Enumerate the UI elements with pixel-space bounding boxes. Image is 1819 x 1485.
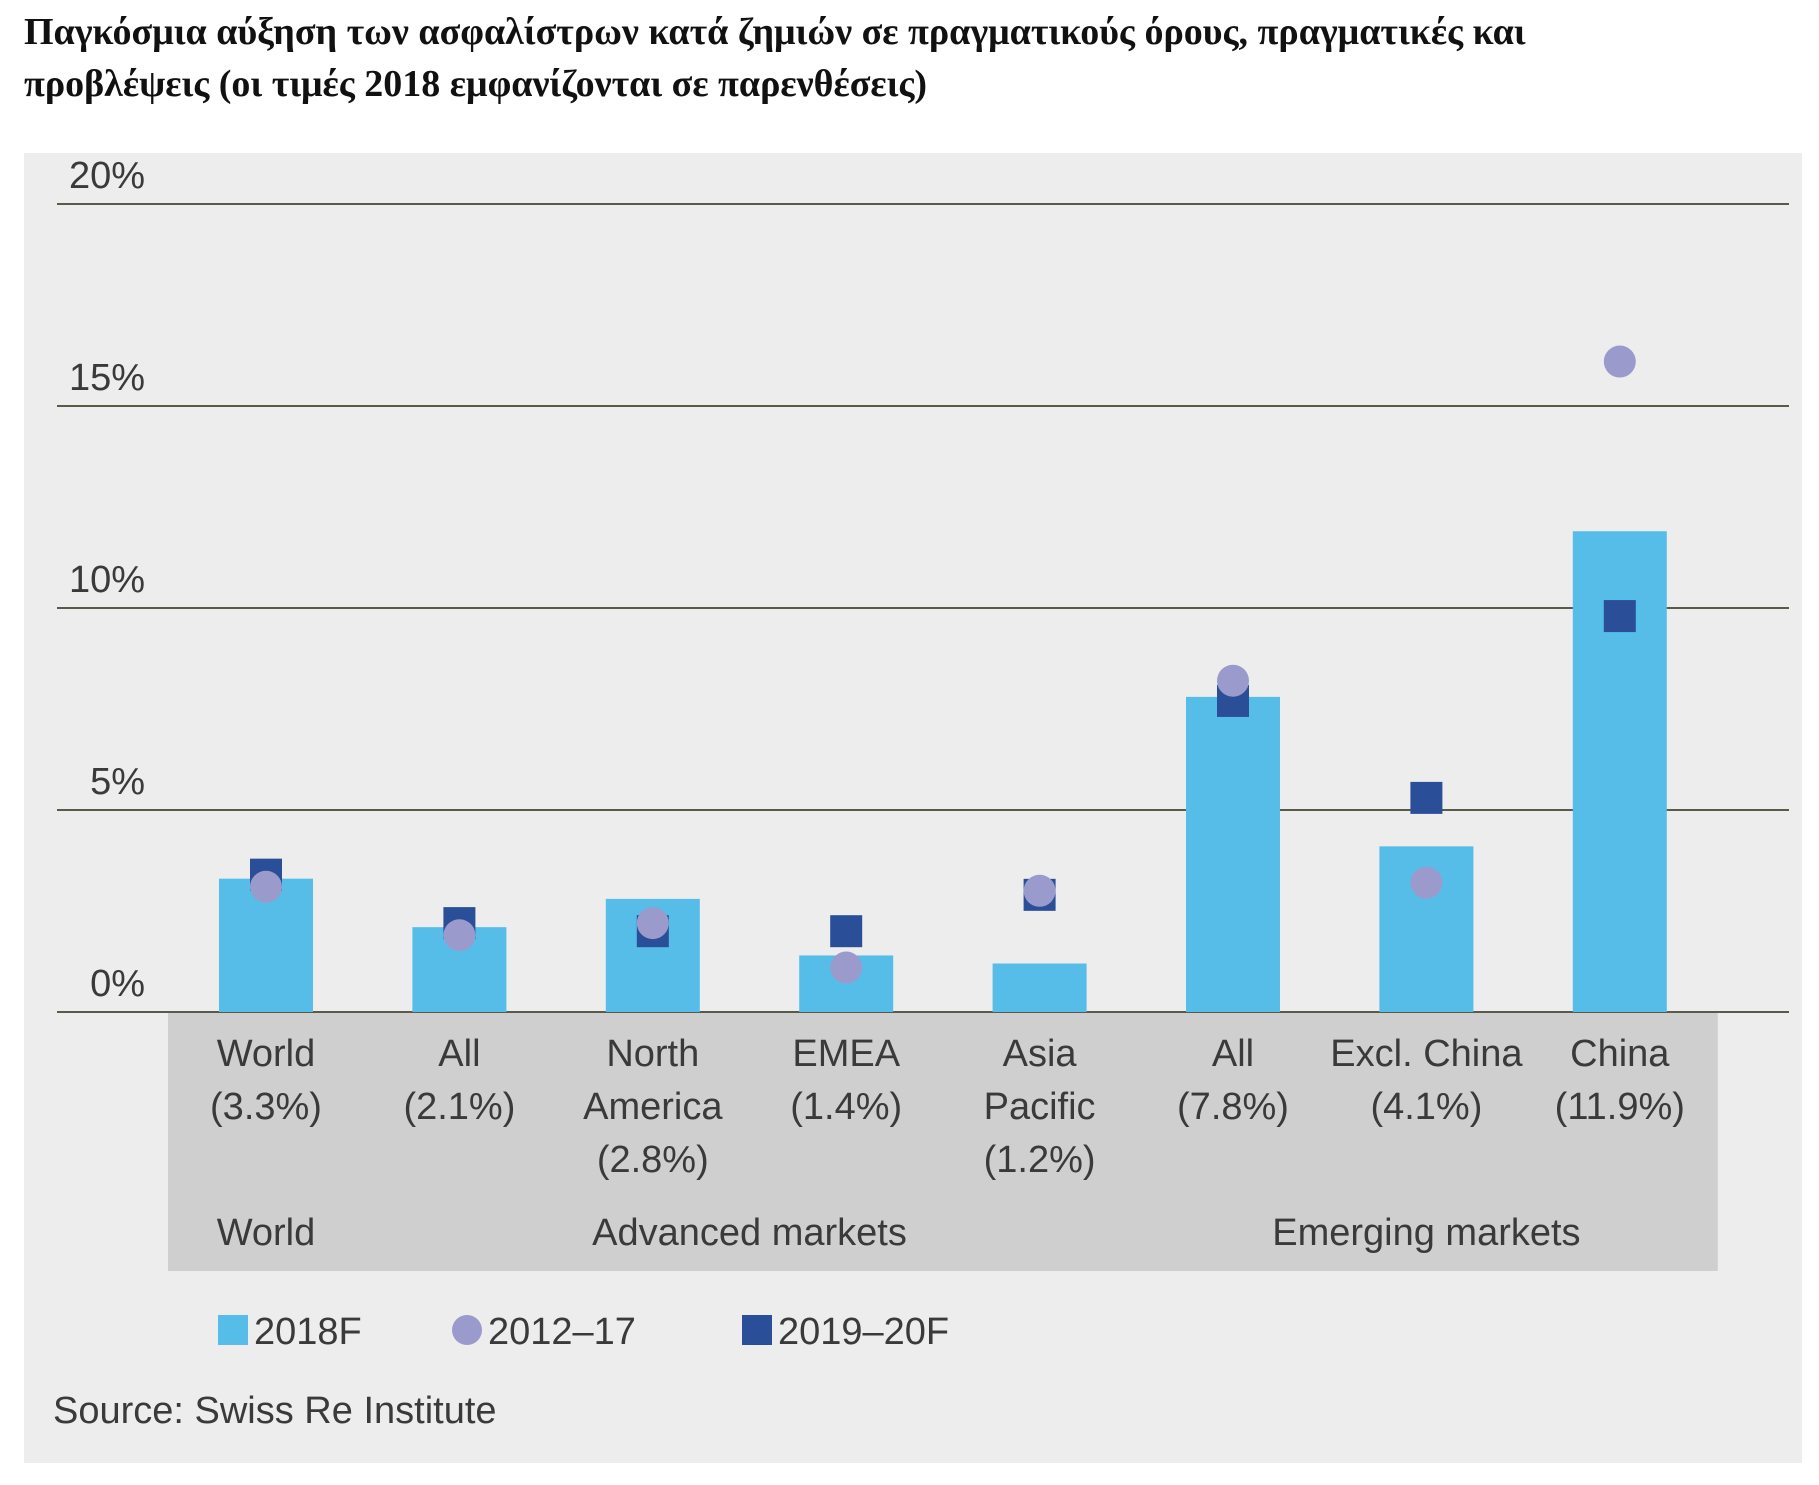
- category-label-0-1: (3.3%): [210, 1086, 322, 1128]
- circle-marker-6: [1410, 866, 1443, 899]
- group-box-2: [1135, 1013, 1718, 1271]
- markers: [250, 345, 1636, 984]
- category-label-4-1: Pacific: [984, 1086, 1096, 1128]
- legend-label-2: 2019–20F: [778, 1311, 949, 1353]
- circle-marker-1: [443, 919, 476, 952]
- category-label-2-0: North: [606, 1033, 699, 1075]
- category-label-1-1: (2.1%): [403, 1086, 515, 1128]
- y-tick-label-2: 10%: [69, 559, 145, 601]
- chart-panel: 0% 5% 10% 15% 20% World Advanced markets Emerg…: [24, 153, 1802, 1463]
- y-tick-label-3: 15%: [69, 357, 145, 399]
- category-label-2-1: America: [583, 1086, 723, 1128]
- circle-marker-5: [1217, 664, 1249, 697]
- bar-4: [992, 963, 1087, 1012]
- bar-5: [1186, 696, 1280, 1012]
- category-label-7-1: (11.9%): [1555, 1086, 1685, 1128]
- square-marker-7: [1603, 600, 1636, 633]
- legend-label-0: 2018F: [254, 1311, 362, 1353]
- category-label-3-1: (1.4%): [790, 1086, 902, 1128]
- group-label-0: World: [217, 1212, 316, 1254]
- legend-label-1: 2012–17: [488, 1311, 636, 1353]
- title-line-1: Παγκόσμια αύξηση των ασφαλίστρων κατά ζη…: [24, 11, 1526, 53]
- square-marker-6: [1410, 781, 1443, 814]
- chart-title: Παγκόσμια αύξηση των ασφαλίστρων κατά ζη…: [24, 6, 1784, 110]
- category-label-4-0: Asia: [1003, 1033, 1078, 1075]
- circle-marker-0: [250, 870, 282, 903]
- group-boxes: [168, 1013, 1718, 1271]
- category-label-6-1: (4.1%): [1370, 1086, 1482, 1128]
- category-label-5-1: (7.8%): [1177, 1086, 1289, 1128]
- category-label-4-2: (1.2%): [984, 1139, 1096, 1181]
- legend-swatch-1: [452, 1315, 482, 1345]
- circle-marker-3: [830, 951, 863, 984]
- bars-2018F: [219, 531, 1667, 1012]
- category-label-1-0: All: [438, 1033, 480, 1075]
- circle-marker-7: [1603, 345, 1636, 378]
- legend-swatch-0: [218, 1315, 248, 1345]
- circle-marker-4: [1023, 874, 1056, 907]
- circle-marker-2: [636, 907, 669, 940]
- category-labels: World Advanced markets Emerging markets Wor…: [210, 1033, 1685, 1254]
- group-label-1: Advanced markets: [592, 1212, 907, 1254]
- legend-swatch-2: [742, 1315, 772, 1345]
- square-marker-3: [830, 915, 863, 948]
- category-label-2-2: (2.8%): [597, 1139, 709, 1181]
- y-tick-label-4: 20%: [69, 155, 145, 197]
- title-line-2: προβλέψεις (οι τιμές 2018 εμφανίζονται σ…: [24, 63, 928, 105]
- gridlines: 0% 5% 10% 15% 20%: [57, 155, 1789, 1013]
- group-box-1: [361, 1013, 1138, 1271]
- category-label-5-0: All: [1212, 1033, 1254, 1075]
- group-label-2: Emerging markets: [1272, 1212, 1580, 1254]
- group-box-0: [168, 1013, 364, 1271]
- bar-chart: 0% 5% 10% 15% 20% World Advanced markets Emerg…: [53, 155, 1789, 1432]
- legend: 2018F 2012–17 2019–20F: [218, 1311, 949, 1353]
- category-label-3-0: EMEA: [792, 1033, 900, 1075]
- y-tick-label-1: 5%: [90, 761, 145, 803]
- y-tick-label-0: 0%: [90, 963, 145, 1005]
- category-label-7-0: China: [1570, 1033, 1670, 1075]
- category-label-6-0: Excl. China: [1330, 1033, 1523, 1075]
- source-note: Source: Swiss Re Institute: [53, 1390, 497, 1432]
- category-label-0-0: World: [217, 1033, 316, 1075]
